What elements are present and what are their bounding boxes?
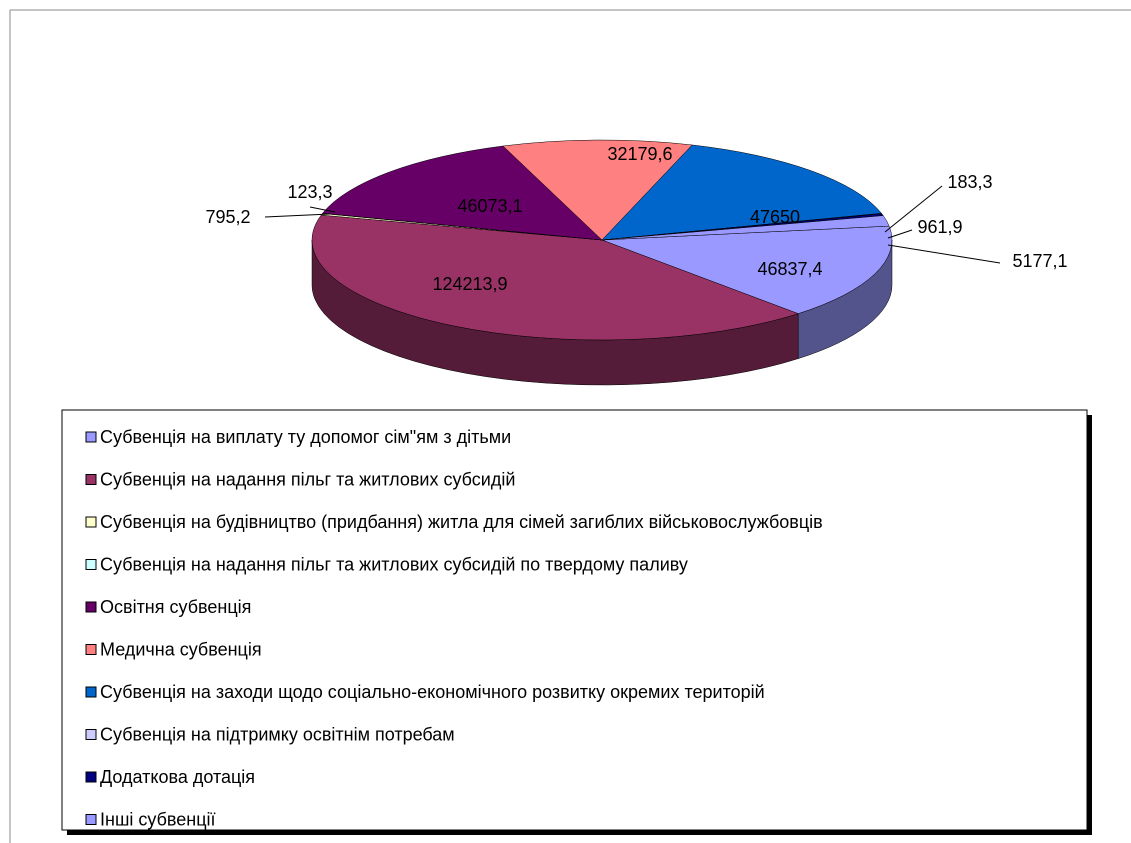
legend-swatch <box>85 431 97 443</box>
legend-swatch <box>85 771 97 783</box>
data-label: 123,3 <box>287 182 332 202</box>
slice <box>601 225 893 314</box>
data-label: 32179,6 <box>607 144 672 164</box>
slice <box>322 145 603 241</box>
legend-swatch <box>85 516 97 528</box>
legend-label: Додаткова дотація <box>100 767 255 787</box>
slice <box>311 214 799 341</box>
data-label: 124213,9 <box>432 274 507 294</box>
slice <box>502 139 693 241</box>
data-label: 183,3 <box>947 172 992 192</box>
legend-swatch <box>85 474 97 485</box>
legend-label: Субвенція на підтримку освітнім потребам <box>100 724 455 744</box>
legend-label: Освітня субвенція <box>100 597 251 617</box>
legend: Субвенція на виплату ту допомог сім"ям з… <box>85 427 823 829</box>
legend-swatch <box>85 686 97 698</box>
legend-box <box>61 409 1088 831</box>
legend-label: Субвенція на заходи щодо соціально-еконо… <box>100 682 765 702</box>
leader-line <box>884 185 943 233</box>
data-label: 5177,1 <box>1012 251 1067 271</box>
legend-swatch <box>85 644 97 655</box>
slice <box>601 144 882 241</box>
data-label: 795,2 <box>205 207 250 227</box>
legend-swatch <box>85 814 97 825</box>
leader-line <box>887 229 913 239</box>
legend-swatch <box>85 559 97 570</box>
data-label: 47650 <box>750 207 800 227</box>
leader-line <box>264 213 331 218</box>
leader-line <box>309 206 336 213</box>
legend-label: Субвенція на виплату ту допомог сім"ям з… <box>100 427 511 447</box>
leader-line <box>887 244 1001 264</box>
data-label: 46073,1 <box>457 196 522 216</box>
data-label: 46837,4 <box>757 259 822 279</box>
legend-swatch <box>85 729 97 740</box>
legend-swatch <box>85 601 97 613</box>
legend-label: Медична субвенція <box>100 639 262 659</box>
data-label: 961,9 <box>917 217 962 237</box>
slice <box>601 215 890 241</box>
legend-label: Субвенція на надання пільг та житлових с… <box>100 469 515 489</box>
legend-label: Інші субвенції <box>100 809 216 829</box>
legend-label: Субвенція на надання пільг та житлових с… <box>100 554 688 574</box>
legend-label: Субвенція на будівництво (придбання) жит… <box>100 512 823 532</box>
pie: 46837,4 124213,9 795,2 123,3 46073,1 32179,6 4… <box>205 139 1068 386</box>
